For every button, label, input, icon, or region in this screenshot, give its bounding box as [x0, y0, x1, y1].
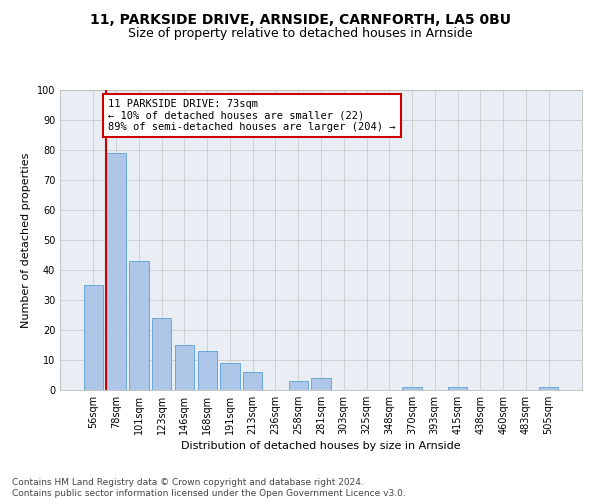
Bar	[175, 345, 194, 390]
Bar	[539, 387, 558, 390]
Text: Size of property relative to detached houses in Arnside: Size of property relative to detached ho…	[128, 28, 472, 40]
Bar	[106, 153, 126, 390]
Text: Contains HM Land Registry data © Crown copyright and database right 2024.
Contai: Contains HM Land Registry data © Crown c…	[12, 478, 406, 498]
Bar	[152, 318, 172, 390]
Bar	[220, 363, 239, 390]
Bar	[311, 378, 331, 390]
Bar	[129, 261, 149, 390]
Bar	[84, 285, 103, 390]
Bar	[243, 372, 262, 390]
Text: 11, PARKSIDE DRIVE, ARNSIDE, CARNFORTH, LA5 0BU: 11, PARKSIDE DRIVE, ARNSIDE, CARNFORTH, …	[89, 12, 511, 26]
Bar	[403, 387, 422, 390]
Bar	[289, 381, 308, 390]
Text: 11 PARKSIDE DRIVE: 73sqm
← 10% of detached houses are smaller (22)
89% of semi-d: 11 PARKSIDE DRIVE: 73sqm ← 10% of detach…	[108, 99, 395, 132]
Y-axis label: Number of detached properties: Number of detached properties	[21, 152, 31, 328]
X-axis label: Distribution of detached houses by size in Arnside: Distribution of detached houses by size …	[181, 441, 461, 451]
Bar	[448, 387, 467, 390]
Bar	[197, 351, 217, 390]
